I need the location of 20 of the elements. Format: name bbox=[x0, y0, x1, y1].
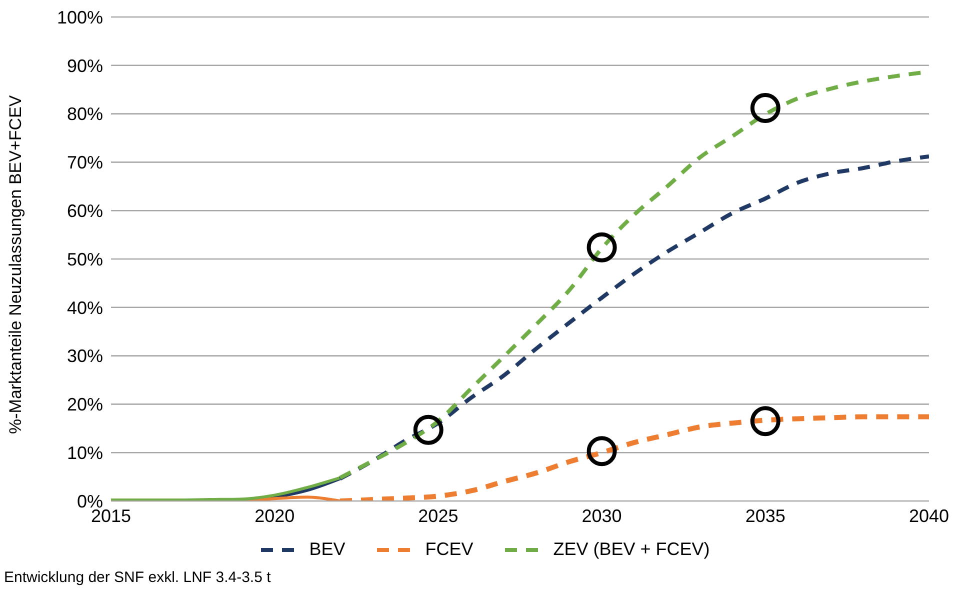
legend-label: FCEV bbox=[425, 539, 474, 560]
y-tick-label: 70% bbox=[66, 152, 103, 173]
y-tick-label: 90% bbox=[66, 56, 103, 76]
x-tick-label: 2020 bbox=[254, 506, 295, 526]
y-tick-label: 30% bbox=[66, 346, 103, 366]
y-tick-label: 40% bbox=[66, 298, 103, 318]
y-tick-label: 10% bbox=[66, 442, 103, 463]
y-tick-label: 80% bbox=[66, 104, 103, 124]
x-tick-label: 2040 bbox=[908, 506, 950, 526]
x-tick-label: 2030 bbox=[582, 506, 622, 526]
y-tick-label: 60% bbox=[66, 200, 103, 221]
y-axis-title: %-Marktanteile Neuzulassungen BEV+FCEV bbox=[6, 94, 26, 434]
legend-label: ZEV (BEV + FCEV) bbox=[553, 539, 710, 560]
legend-label: BEV bbox=[309, 539, 346, 560]
text: Entwicklung der SNF exkl. LNF 3.4-3.5 t bbox=[4, 569, 271, 586]
y-tick-label: 50% bbox=[66, 249, 103, 270]
y-tick-label: 100% bbox=[56, 7, 103, 28]
y-tick-label: 20% bbox=[66, 394, 103, 415]
x-tick-label: 2025 bbox=[418, 506, 458, 526]
x-tick-label: 2035 bbox=[745, 506, 786, 526]
